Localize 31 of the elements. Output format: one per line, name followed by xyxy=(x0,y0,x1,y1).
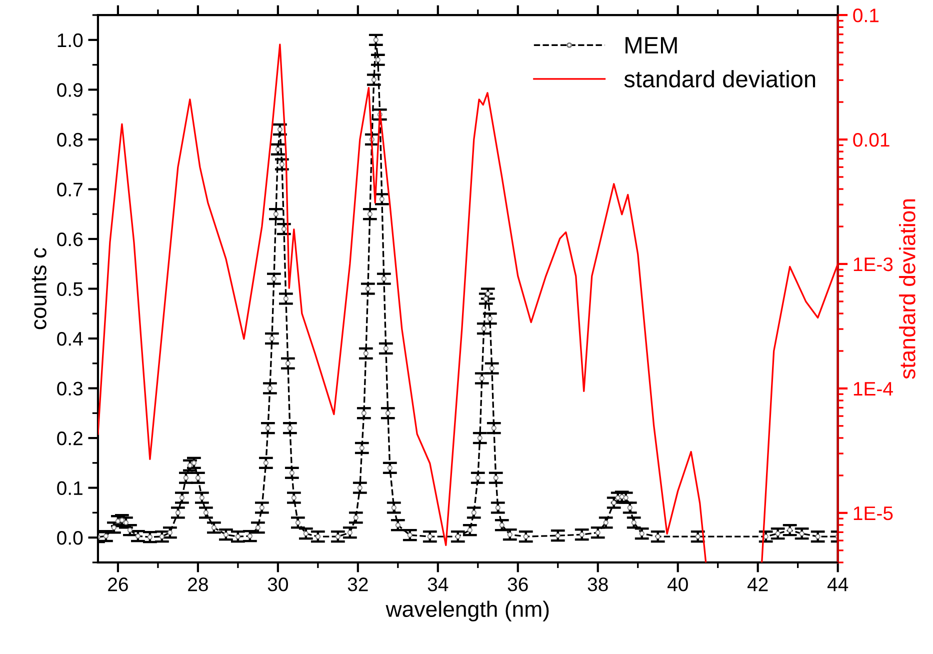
x-tick-label: 26 xyxy=(108,578,128,592)
y-tick-label: 0.0 xyxy=(57,531,83,545)
y-tick-label: 0.2 xyxy=(57,432,82,446)
x-tick-label: 32 xyxy=(348,578,368,592)
x-tick-label: 30 xyxy=(268,578,288,592)
y-tick-label: 0.3 xyxy=(57,382,83,396)
legend-label: standard deviation xyxy=(624,70,816,88)
x-tick-label: 38 xyxy=(588,578,608,592)
x-tick-label: 42 xyxy=(747,578,768,592)
y-tick-label: 0.5 xyxy=(57,282,83,296)
x-tick-label: 40 xyxy=(667,578,688,592)
x-axis-title: wavelength (nm) xyxy=(386,600,549,622)
x-tick-label: 44 xyxy=(827,578,848,592)
y-tick-label: 0.7 xyxy=(57,182,82,196)
y2-tick-label: 1E-5 xyxy=(854,506,893,520)
y2-axis-title: standard deviation xyxy=(899,199,916,379)
x-tick-label: 28 xyxy=(188,578,208,592)
legend-label: MEM xyxy=(626,37,677,54)
y-tick-label: 0.4 xyxy=(57,332,83,346)
x-tick-label: 34 xyxy=(428,578,448,592)
y-tick-label: 0.6 xyxy=(57,232,83,246)
y2-tick-label: 0.01 xyxy=(853,132,890,147)
y-tick-label: 0.1 xyxy=(57,481,82,496)
y-tick-label: 0.8 xyxy=(57,132,83,147)
y-tick-label: 0.9 xyxy=(57,83,82,97)
y2-tick-label: 1E-4 xyxy=(854,382,893,396)
y2-tick-label: 0.1 xyxy=(853,8,878,22)
y2-tick-label: 1E-3 xyxy=(854,257,893,272)
y-tick-label: 1.0 xyxy=(58,33,83,48)
x-tick-label: 36 xyxy=(508,578,528,592)
y-axis-title: counts c xyxy=(32,248,46,330)
